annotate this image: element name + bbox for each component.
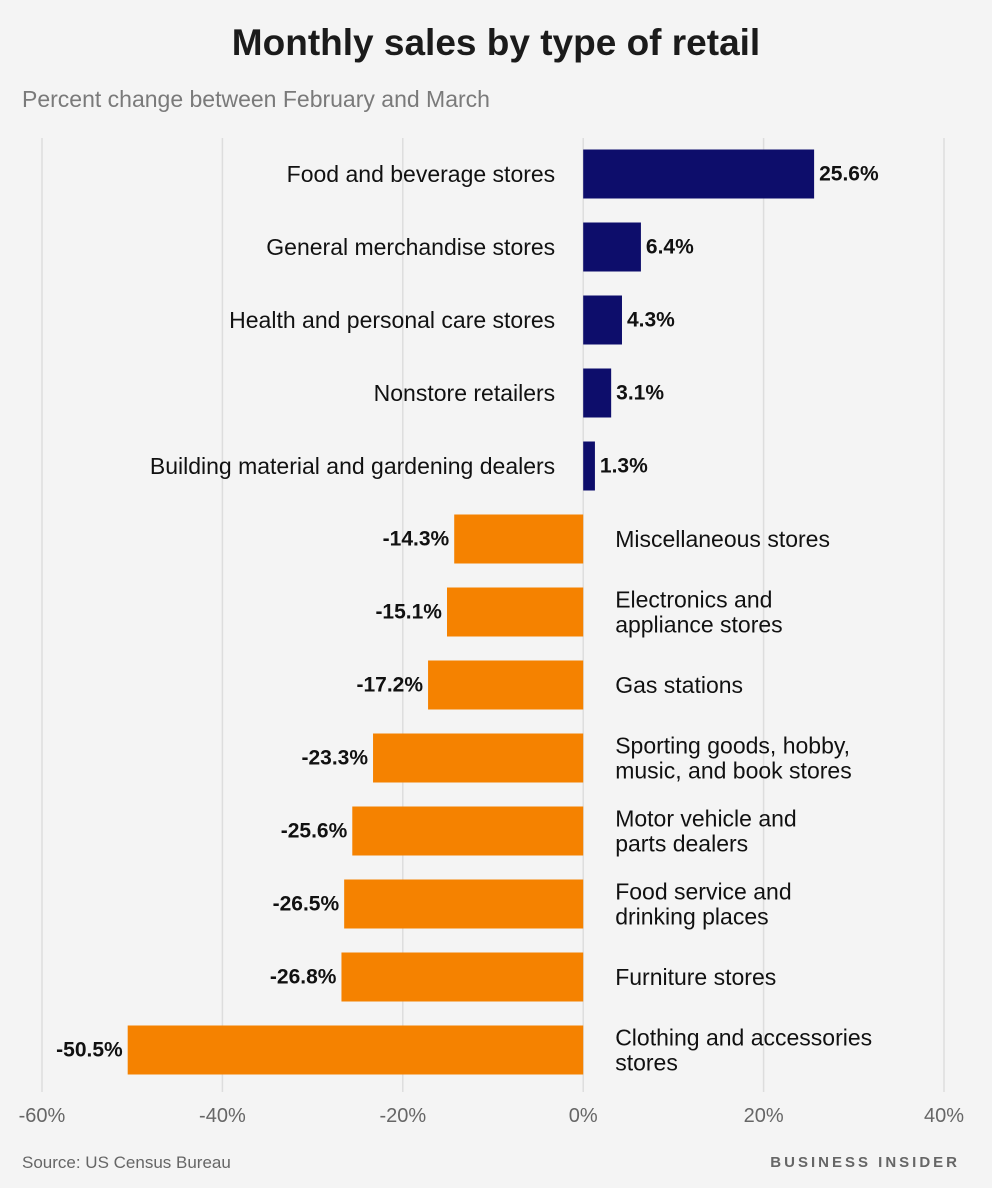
value-label: 1.3% xyxy=(600,455,648,478)
category-label: Food and beverage stores xyxy=(287,161,556,187)
x-tick-label: 20% xyxy=(744,1105,784,1127)
category-label: Miscellaneous stores xyxy=(615,526,830,552)
category-label: Food service and drinking places xyxy=(615,879,791,930)
value-label: 4.3% xyxy=(627,309,675,332)
value-label: 6.4% xyxy=(646,236,694,259)
category-label: Building material and gardening dealers xyxy=(150,453,555,479)
bar-2 xyxy=(583,295,622,345)
chart-subtitle: Percent change between February and Marc… xyxy=(22,86,490,112)
bar-8 xyxy=(373,733,584,783)
bars xyxy=(127,149,815,1075)
category-label: Motor vehicle and parts dealers xyxy=(615,806,797,857)
value-label: -14.3% xyxy=(383,528,450,551)
bar-10 xyxy=(344,879,584,929)
category-label: Gas stations xyxy=(615,672,743,698)
value-label: 25.6% xyxy=(819,163,879,186)
labels: 25.6% Food and beverage stores 6.4% General… xyxy=(56,161,879,1076)
category-label: Health and personal care stores xyxy=(229,307,555,333)
category-label: Nonstore retailers xyxy=(374,380,556,406)
value-label: -23.3% xyxy=(301,747,368,770)
category-label: Sporting goods, hobby, music, and book st… xyxy=(615,733,852,784)
value-label: -15.1% xyxy=(375,601,442,624)
x-tick-label: 40% xyxy=(924,1105,964,1127)
bar-12 xyxy=(127,1025,584,1075)
category-label: Clothing and accessories stores xyxy=(615,1025,872,1076)
category-label: General merchandise stores xyxy=(266,234,555,260)
value-label: -26.5% xyxy=(273,893,340,916)
bar-3 xyxy=(583,368,612,418)
value-label: -25.6% xyxy=(281,820,348,843)
bar-9 xyxy=(352,806,584,856)
value-label: 3.1% xyxy=(616,382,664,405)
x-tick-label: -20% xyxy=(379,1105,426,1127)
x-axis-ticks: -60% -40% -20% 0% 20% 40% xyxy=(19,1105,965,1127)
category-label: Electronics and appliance stores xyxy=(615,587,783,638)
category-label: Furniture stores xyxy=(615,964,776,990)
source-note: Source: US Census Bureau xyxy=(22,1153,231,1172)
bar-6 xyxy=(446,587,584,637)
value-label: -17.2% xyxy=(357,674,424,697)
grid-lines xyxy=(41,138,945,1092)
value-label: -50.5% xyxy=(56,1039,123,1062)
bar-1 xyxy=(583,222,641,272)
value-label: -26.8% xyxy=(270,966,337,989)
brand-logo: BUSINESS INSIDER xyxy=(770,1154,960,1171)
bar-5 xyxy=(454,514,584,564)
bar-0 xyxy=(583,149,815,199)
bar-4 xyxy=(583,441,595,491)
bar-11 xyxy=(341,952,584,1002)
x-tick-label: -60% xyxy=(19,1105,66,1127)
chart-title: Monthly sales by type of retail xyxy=(231,22,761,63)
x-tick-label: -40% xyxy=(199,1105,246,1127)
bar-7 xyxy=(428,660,584,710)
x-tick-label: 0% xyxy=(569,1105,598,1127)
